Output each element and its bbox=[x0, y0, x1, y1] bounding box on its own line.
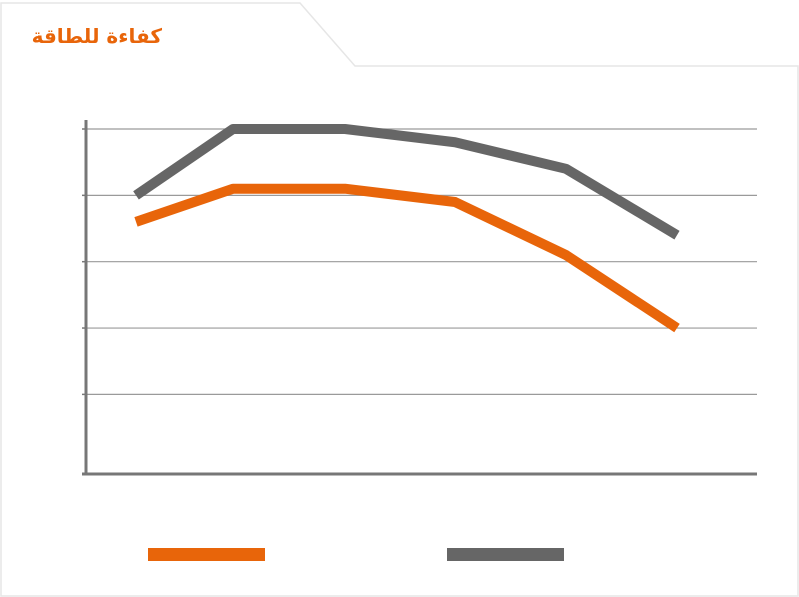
legend-swatch bbox=[148, 548, 265, 561]
data-line bbox=[133, 124, 680, 240]
data-line bbox=[134, 183, 680, 333]
legend-swatch bbox=[447, 548, 564, 561]
chart-title: كفاءة للطاقة bbox=[32, 24, 163, 48]
